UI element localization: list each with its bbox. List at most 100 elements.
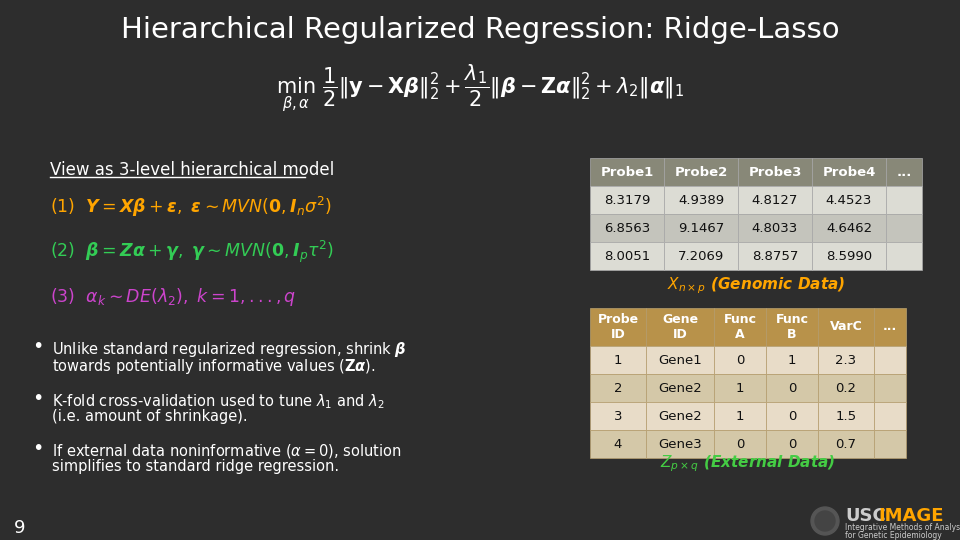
Bar bbox=[766, 402, 818, 430]
Bar bbox=[766, 374, 818, 402]
Bar bbox=[874, 346, 906, 374]
Bar bbox=[646, 308, 714, 346]
Text: 4.9389: 4.9389 bbox=[678, 193, 724, 206]
Text: for Genetic Epidemiology: for Genetic Epidemiology bbox=[845, 531, 942, 540]
Text: Gene3: Gene3 bbox=[659, 437, 702, 450]
Bar bbox=[664, 158, 738, 186]
Bar bbox=[590, 242, 664, 270]
Text: 4.8127: 4.8127 bbox=[752, 193, 798, 206]
Bar bbox=[590, 308, 646, 346]
Text: (i.e. amount of shrinkage).: (i.e. amount of shrinkage). bbox=[52, 409, 248, 424]
Text: 9.1467: 9.1467 bbox=[678, 221, 724, 234]
Text: towards potentially informative values ($\mathbf{Z}\boldsymbol{\alpha}$).: towards potentially informative values (… bbox=[52, 357, 375, 376]
Bar bbox=[714, 374, 766, 402]
Text: 0.7: 0.7 bbox=[835, 437, 856, 450]
Text: 4: 4 bbox=[613, 437, 622, 450]
Bar bbox=[646, 346, 714, 374]
Bar bbox=[738, 214, 812, 242]
Text: IMAGE: IMAGE bbox=[878, 507, 944, 525]
Bar bbox=[714, 346, 766, 374]
Text: Probe1: Probe1 bbox=[600, 165, 654, 179]
Bar bbox=[590, 346, 646, 374]
Text: 0.2: 0.2 bbox=[835, 381, 856, 395]
Text: (3)  $\alpha_k \sim DE(\lambda_2),\ k = 1,...,q$: (3) $\alpha_k \sim DE(\lambda_2),\ k = 1… bbox=[50, 286, 297, 308]
Bar bbox=[812, 186, 886, 214]
Bar bbox=[590, 186, 664, 214]
Bar bbox=[874, 430, 906, 458]
Text: •: • bbox=[33, 389, 44, 408]
Text: 6.8563: 6.8563 bbox=[604, 221, 650, 234]
Text: 3: 3 bbox=[613, 409, 622, 422]
Text: 0: 0 bbox=[735, 354, 744, 367]
Bar bbox=[714, 308, 766, 346]
Bar bbox=[766, 430, 818, 458]
Bar bbox=[874, 374, 906, 402]
Bar bbox=[766, 308, 818, 346]
Text: 1: 1 bbox=[735, 381, 744, 395]
Text: 0: 0 bbox=[788, 409, 796, 422]
Bar bbox=[714, 402, 766, 430]
Bar bbox=[590, 374, 646, 402]
Text: 0: 0 bbox=[735, 437, 744, 450]
Bar bbox=[818, 308, 874, 346]
Text: 4.4523: 4.4523 bbox=[826, 193, 873, 206]
Bar bbox=[714, 430, 766, 458]
Bar bbox=[886, 214, 922, 242]
Bar bbox=[646, 374, 714, 402]
Circle shape bbox=[815, 511, 835, 531]
Bar bbox=[818, 374, 874, 402]
Text: 4.6462: 4.6462 bbox=[826, 221, 872, 234]
Bar bbox=[646, 402, 714, 430]
Bar bbox=[818, 430, 874, 458]
Bar bbox=[886, 186, 922, 214]
Bar bbox=[738, 158, 812, 186]
Text: Func
B: Func B bbox=[776, 313, 808, 341]
Text: Probe4: Probe4 bbox=[823, 165, 876, 179]
Text: •: • bbox=[33, 338, 44, 356]
Text: $X_{n\times p}$ (Genomic Data): $X_{n\times p}$ (Genomic Data) bbox=[667, 276, 845, 296]
Text: $\underset{\beta,\alpha}{\min}\ \dfrac{1}{2}\|\mathbf{y} - \mathbf{X}\boldsymbol: $\underset{\beta,\alpha}{\min}\ \dfrac{1… bbox=[276, 62, 684, 114]
Text: 2: 2 bbox=[613, 381, 622, 395]
Bar bbox=[590, 158, 664, 186]
Bar bbox=[886, 158, 922, 186]
Text: Probe3: Probe3 bbox=[748, 165, 802, 179]
Text: simplifies to standard ridge regression.: simplifies to standard ridge regression. bbox=[52, 459, 339, 474]
Text: 8.0051: 8.0051 bbox=[604, 249, 650, 262]
Bar bbox=[812, 242, 886, 270]
Bar bbox=[646, 430, 714, 458]
Text: 1: 1 bbox=[613, 354, 622, 367]
Text: Unlike standard regularized regression, shrink $\boldsymbol{\beta}$: Unlike standard regularized regression, … bbox=[52, 340, 406, 359]
Bar bbox=[874, 402, 906, 430]
Bar bbox=[590, 402, 646, 430]
Bar bbox=[886, 242, 922, 270]
Text: 9: 9 bbox=[14, 519, 26, 537]
Text: 0: 0 bbox=[788, 381, 796, 395]
Text: Gene2: Gene2 bbox=[659, 381, 702, 395]
Text: •: • bbox=[33, 440, 44, 458]
Text: View as 3-level hierarchical model: View as 3-level hierarchical model bbox=[50, 161, 334, 179]
Bar bbox=[664, 242, 738, 270]
Bar bbox=[818, 402, 874, 430]
Text: ...: ... bbox=[897, 165, 912, 179]
Bar bbox=[812, 214, 886, 242]
Text: Func
A: Func A bbox=[724, 313, 756, 341]
Bar bbox=[738, 242, 812, 270]
Text: K-fold cross-validation used to tune $\lambda_1$ and $\lambda_2$: K-fold cross-validation used to tune $\l… bbox=[52, 392, 385, 411]
Text: 4.8033: 4.8033 bbox=[752, 221, 798, 234]
Text: ...: ... bbox=[883, 321, 898, 334]
Text: If external data noninformative ($\alpha = 0$), solution: If external data noninformative ($\alpha… bbox=[52, 442, 401, 460]
Text: 2.3: 2.3 bbox=[835, 354, 856, 367]
Bar bbox=[812, 158, 886, 186]
Bar bbox=[818, 346, 874, 374]
Text: 1: 1 bbox=[735, 409, 744, 422]
Text: Probe
ID: Probe ID bbox=[597, 313, 638, 341]
Text: Integrative Methods of Analysis: Integrative Methods of Analysis bbox=[845, 523, 960, 532]
Text: (1)  $\boldsymbol{Y} = \boldsymbol{X}\boldsymbol{\beta} + \boldsymbol{\epsilon},: (1) $\boldsymbol{Y} = \boldsymbol{X}\bol… bbox=[50, 195, 332, 219]
Bar bbox=[664, 186, 738, 214]
Text: Probe2: Probe2 bbox=[674, 165, 728, 179]
Text: 8.5990: 8.5990 bbox=[826, 249, 872, 262]
Bar bbox=[590, 430, 646, 458]
Circle shape bbox=[811, 507, 839, 535]
Bar bbox=[874, 308, 906, 346]
Text: VarC: VarC bbox=[829, 321, 862, 334]
